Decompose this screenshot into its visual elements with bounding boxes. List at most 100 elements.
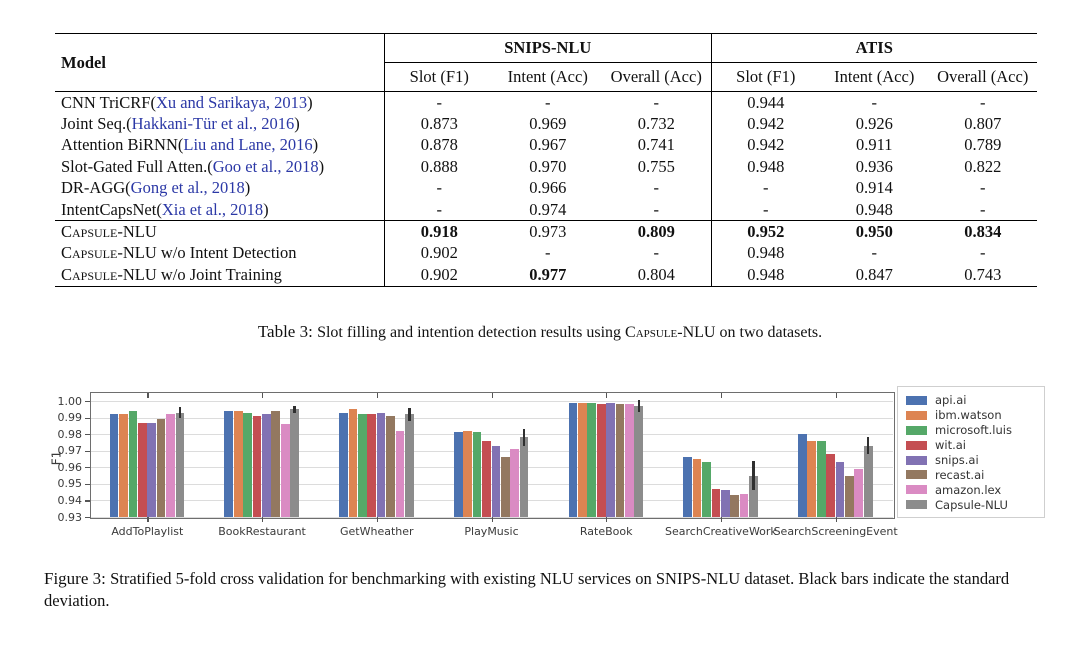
bar-api.ai — [109, 414, 119, 517]
legend-label: amazon.lex — [935, 482, 1002, 497]
bar-wit.ai — [137, 422, 147, 517]
bar-microsoft.luis — [587, 402, 597, 517]
x-tick-top — [262, 393, 264, 398]
bar-ibm.watson — [692, 459, 702, 517]
model-name: Slot-Gated Full Atten. — [61, 156, 208, 176]
figure-caption: Figure 3: Stratified 5-fold cross valida… — [44, 568, 1040, 612]
legend-swatch-Capsule-NLU — [906, 500, 927, 510]
col-subheader-atis-0: Slot (F1) — [710, 63, 821, 91]
value-cell: - — [871, 92, 878, 112]
value-cell: 0.948 — [710, 156, 821, 178]
citation-link[interactable]: Gong et al., 2018 — [130, 178, 245, 198]
citation-link[interactable]: Goo et al., 2018 — [212, 156, 319, 176]
value-cell: 0.911 — [855, 135, 893, 155]
model-name-cell: Slot-Gated Full Atten. (Goo et al., 2018… — [55, 156, 385, 178]
value-cell: 0.822 — [964, 156, 1002, 176]
value-cell: - — [653, 199, 660, 219]
value-cell: 0.807 — [964, 114, 1002, 134]
bar-microsoft.luis — [702, 462, 711, 517]
chart-legend: api.ai ibm.watson microsoft.luis wit.ai snip… — [897, 386, 1045, 519]
bar-wit.ai — [367, 414, 377, 517]
bar-microsoft.luis — [243, 412, 252, 517]
figure3-chart: 0.93 0.94 0.95 0.96 0.97 0.98 0.99 1.00 F1 AddToP… — [49, 372, 1065, 552]
value-cell: 0.918 — [420, 222, 458, 242]
bar-microsoft.luis — [816, 440, 826, 517]
dataset-group-headers: SNIPS-NLU ATIS — [385, 34, 1037, 63]
table-caption-smallcaps: Capsule-NLU — [625, 324, 716, 341]
value-cell: 0.926 — [855, 114, 893, 134]
y-tick-label: 0.94 — [57, 493, 83, 507]
x-tick-label: GetWheather — [340, 525, 414, 538]
legend-swatch-snips.ai — [906, 455, 927, 465]
value-cell: 0.902 — [420, 243, 458, 263]
x-tick-bottom — [606, 517, 608, 522]
bar-wit.ai — [826, 454, 835, 517]
col-subheader-atis-1: Intent (Acc) — [834, 67, 915, 86]
legend-label: snips.ai — [935, 453, 979, 467]
y-gridline — [91, 401, 893, 402]
x-tick-bottom — [720, 517, 723, 522]
value-cell: 0.741 — [637, 135, 675, 155]
bar-wit.ai — [596, 404, 606, 517]
bar-recast.ai — [500, 457, 510, 517]
table-row: IntentCapsNet (Xia et al., 2018) - 0.974 - -… — [55, 198, 1037, 221]
model-name: CNN TriCRF — [61, 92, 151, 112]
x-tick-label: SearchCreativeWork — [665, 525, 777, 538]
bar-ibm.watson — [233, 410, 243, 517]
value-cell: 0.902 — [420, 264, 458, 284]
value-cell: 0.888 — [420, 156, 458, 176]
x-tick-top — [491, 393, 493, 398]
x-tick-label: RateBook — [579, 525, 633, 538]
model-name: Capsule-NLU — [61, 222, 157, 242]
y-tick — [85, 417, 90, 419]
y-gridline — [91, 434, 893, 436]
results-table-header: Model SNIPS-NLU ATIS Slot (F1) Intent (Ac… — [55, 34, 1037, 92]
bar-snips.ai — [720, 490, 730, 517]
stddev-bar — [866, 437, 870, 455]
bar-ibm.watson — [119, 414, 128, 517]
x-tick-top — [376, 393, 378, 398]
citation-link[interactable]: Hakkani-Tür et al., 2016 — [131, 114, 295, 134]
value-cell: 0.936 — [855, 156, 893, 176]
value-cell: - — [436, 199, 443, 219]
value-cell: 0.944 — [710, 92, 821, 114]
legend-swatch-amazon.lex — [906, 485, 927, 495]
model-name-cell: DR-AGG (Gong et al., 2018) — [55, 177, 385, 199]
figure-caption-label: Figure 3: — [44, 569, 111, 588]
value-cell: 0.873 — [420, 114, 458, 134]
value-cell: 0.948 — [710, 242, 821, 265]
value-cell: 0.973 — [529, 222, 567, 242]
citation-link[interactable]: Xia et al., 2018 — [161, 199, 264, 219]
stddev-bar — [408, 407, 411, 421]
value-cell: 0.804 — [637, 264, 675, 284]
value-cell: - — [436, 92, 443, 112]
bar-ibm.watson — [807, 440, 817, 517]
citation-link[interactable]: Xu and Sarikaya, 2013 — [155, 92, 308, 112]
col-group-snips-nlu: SNIPS-NLU — [504, 38, 592, 57]
bar-api.ai — [683, 457, 693, 517]
bar-amazon.lex — [510, 449, 519, 517]
model-name: DR-AGG — [61, 178, 126, 198]
bar-snips.ai — [835, 462, 845, 517]
bar-Capsule-NLU — [404, 414, 414, 517]
value-cell: - — [980, 178, 986, 198]
table-row: Capsule-NLU 0.918 0.973 0.809 0.952 0.950 0.83… — [55, 220, 1037, 243]
bar-amazon.lex — [854, 468, 864, 517]
x-tick-bottom — [262, 517, 264, 522]
value-cell: 0.967 — [529, 135, 567, 155]
bar-snips.ai — [491, 445, 501, 517]
bar-amazon.lex — [395, 430, 405, 517]
model-name-cell: Capsule-NLU w/o Joint Training — [55, 264, 385, 286]
col-header-model: Model — [55, 34, 385, 91]
legend-label: Capsule-NLU — [935, 497, 1008, 512]
x-tick-top — [720, 393, 723, 398]
citation-link[interactable]: Liu and Lane, 2016 — [183, 135, 313, 155]
stddev-bar — [293, 405, 296, 413]
bar-Capsule-NLU — [290, 409, 299, 517]
x-tick-bottom — [376, 517, 378, 522]
value-cell: - — [653, 178, 660, 198]
value-cell: 0.878 — [420, 135, 458, 155]
legend-item: ibm.watson — [906, 408, 1035, 423]
x-tick-label: BookRestaurant — [218, 525, 306, 538]
y-axis-label: F1 — [49, 450, 64, 466]
